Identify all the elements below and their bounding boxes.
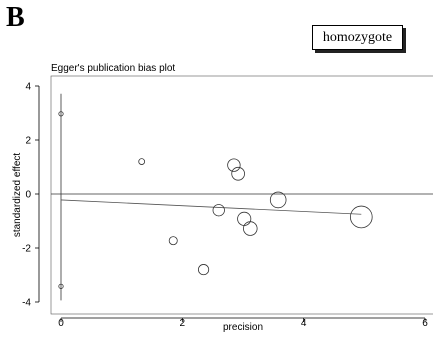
study-point: [58, 283, 64, 289]
legend-box: homozygote: [312, 25, 403, 50]
y-tick-label: -4: [22, 298, 31, 309]
x-tick-label: 6: [422, 318, 428, 329]
study-point: [212, 204, 225, 217]
y-tick-label: 4: [25, 82, 31, 93]
study-point: [198, 264, 210, 276]
legend-label: homozygote: [322, 29, 393, 45]
study-point: [231, 166, 245, 181]
plot-frame: [50, 75, 433, 315]
study-point: [243, 221, 258, 236]
y-tick-label: 0: [25, 190, 31, 201]
y-tick-label: 2: [25, 136, 31, 147]
study-point: [138, 158, 146, 165]
panel-label: B: [6, 2, 25, 33]
study-point: [237, 211, 252, 226]
x-axis-label: precision: [223, 322, 263, 333]
chart-marks: [51, 93, 433, 301]
study-point: [168, 236, 178, 246]
axes: -4 -2 0 2 4 0 2 4 6: [22, 82, 428, 330]
regression-line: [60, 199, 362, 215]
study-point: [269, 191, 287, 209]
y-axis-label: standardized effect: [12, 153, 23, 238]
study-point: [227, 158, 241, 172]
x-tick-label: 0: [58, 318, 64, 329]
x-tick-label: 4: [301, 318, 307, 329]
x-tick-label: 2: [180, 318, 186, 329]
y-tick-label: -2: [22, 244, 31, 255]
study-point: [58, 111, 64, 117]
plot-region-border: [50, 75, 433, 315]
study-point: [350, 205, 373, 229]
chart-title: Egger's publication bias plot: [51, 63, 175, 74]
